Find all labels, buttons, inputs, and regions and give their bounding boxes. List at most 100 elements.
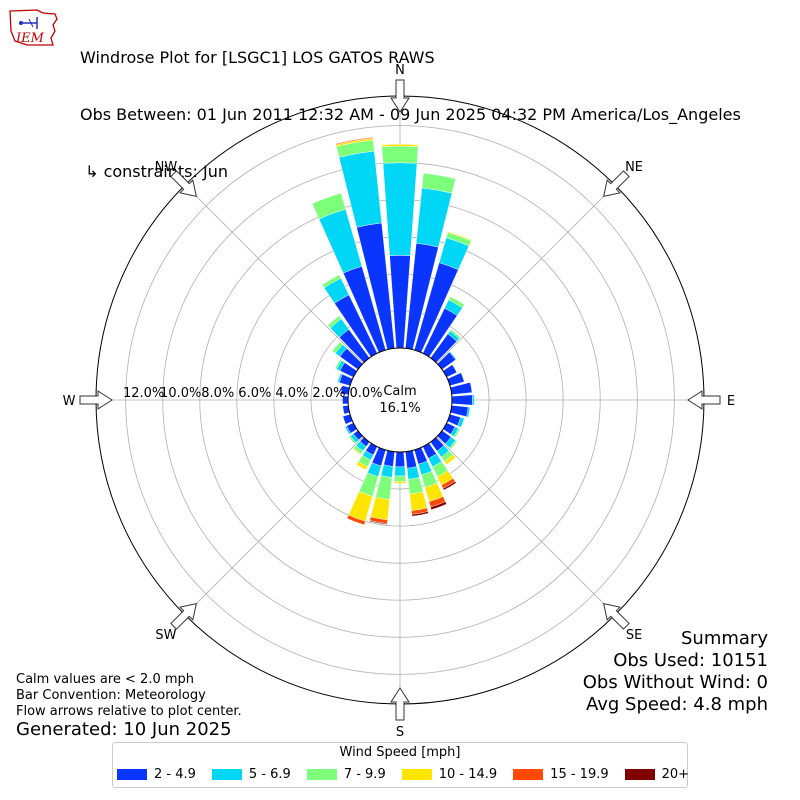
windrose-bar-segment [352,447,362,456]
avg-speed: Avg Speed: 4.8 mph [586,694,768,715]
radial-tick-label: 0.0% [349,386,382,401]
flow-arrow-icon [602,602,630,630]
windrose-bar-segment [393,475,407,482]
arrow-shape [79,390,113,410]
legend-swatch [117,769,147,780]
calm-label: Calm [383,384,416,399]
calm-value: 16.1% [379,401,420,416]
windrose-bar-segment [451,394,473,406]
radial-tick-label: 12.0% [123,386,164,401]
arrow-shape [390,687,410,721]
windrose-bar-segment [375,475,393,500]
windrose-bar-segment [369,520,388,525]
bar-convention-note: Bar Convention: Meteorology [16,688,206,703]
angular-gridline [436,436,616,616]
legend-item: 2 - 4.9 [117,767,196,782]
windrose-bar-segment [457,417,465,428]
windrose-bar-segment [311,192,346,220]
compass-label-se: SE [626,628,642,643]
flow-arrow-icon [390,687,410,721]
summary-heading: Summary [681,628,768,649]
compass-label-sw: SW [155,628,176,643]
arrow-shape [602,170,630,198]
windrose-bar-segment [406,466,420,480]
radial-tick-label: 2.0% [312,386,345,401]
windrose-bar-segment [381,145,419,164]
radial-tick-label: 4.0% [275,386,308,401]
windrose-bar-segment [421,172,456,194]
legend-item: 10 - 14.9 [401,767,498,782]
flow-arrow-icon [170,602,198,630]
angular-gridline [184,184,364,364]
title-line-3: ↳ constraints: Jun [80,162,228,181]
windrose-bar-segment [409,491,428,511]
windrose-bar-segment [393,481,407,484]
legend-label: 2 - 4.9 [154,767,196,782]
windrose-bar-segment [382,162,418,256]
footnote: Calm values are < 2.0 mph Bar Convention… [16,672,242,720]
arrow-shape [602,602,630,630]
windrose-bar-segment [394,466,406,477]
windrose-bar-segment [448,296,465,309]
legend-swatch [306,769,337,780]
windrose-bar-segment [348,435,357,445]
legend-title: Wind Speed [mph] [339,745,461,760]
windrose-bar-segment [327,315,342,329]
legend-label: 15 - 19.9 [550,767,609,782]
compass-label-n: N [395,63,405,78]
windrose-bar-segment [321,274,342,289]
legend-swatch [401,769,432,780]
windrose-bar-segment [335,137,374,145]
windrose-bar-segment [383,450,395,467]
arrow-shape [390,79,410,113]
windrose-bar-segment [356,461,368,471]
radial-tick-label: 8.0% [201,386,234,401]
windrose-bar-segment [411,511,429,517]
legend-item: 20+ [624,767,689,782]
legend: Wind Speed [mph] 2 - 4.9 5 - 6.9 7 - 9.9 10… [112,742,689,788]
legend-swatch [513,769,544,780]
summary-box: Summary Obs Used: 10151 Obs Without Wind… [583,628,768,716]
obs-without-wind: Obs Without Wind: 0 [582,672,768,693]
windrose-bar-segment [370,496,390,521]
radial-tick-label: 10.0% [160,386,201,401]
legend-item: 15 - 19.9 [513,767,609,782]
arrow-shape [170,170,198,198]
compass-label-w: W [63,394,76,409]
compass-label-e: E [727,394,735,409]
windrose-bar-segment [430,501,447,510]
obs-used: Obs Used: 10151 [613,650,768,671]
windrose-bar-segment [395,451,405,468]
windrose-bar-segment [442,481,457,491]
legend-swatch [624,769,655,780]
windrose-bar-segment [332,341,343,354]
calm-note: Calm values are < 2.0 mph [16,672,195,687]
iem-logo: IEM [9,9,58,46]
legend-items: 2 - 4.9 5 - 6.9 7 - 9.9 10 - 14.9 15 - 19.9 2… [117,767,705,782]
windrose-bar-segment [453,428,461,438]
windrose-bar-segment [444,454,456,465]
flow-arrow-icon [170,170,198,198]
legend-label: 10 - 14.9 [438,767,498,782]
legend-label: 7 - 9.9 [343,767,386,782]
windrose-bar-segment [447,231,472,242]
title-line-2: Obs Between: 01 Jun 2011 12:32 AM - 09 J… [80,105,741,124]
compass-label-ne: NE [625,160,643,175]
compass-label-nw: NW [155,160,178,175]
windrose-bar-segment [471,394,475,406]
windrose-bar-segment [344,425,352,435]
flow-arrow-icon [79,390,113,410]
windrose-bar-segment [449,351,457,361]
windrose-bar-segment [381,143,419,147]
logo-text: IEM [15,31,45,46]
windrose-bar-segment [334,359,342,370]
radial-tick-label: 6.0% [238,386,271,401]
flow-arrow-icon [687,390,721,410]
windrose-bar-segment [337,373,343,383]
compass-label-s: S [396,725,404,740]
flow-arrows-note: Flow arrows relative to plot center. [16,704,242,719]
windrose-bar-segment [380,464,394,478]
windrose-bar-segment [346,514,366,526]
windrose-bar-segment [449,439,458,450]
angular-gridline [184,436,364,616]
